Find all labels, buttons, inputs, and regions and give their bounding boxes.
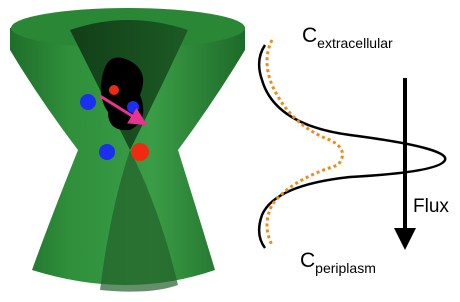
profiles [259,40,445,250]
label-flux: Flux [413,196,449,217]
diagram: Cextracellular Cperiplasm Flux [0,0,460,302]
label-sub: periplasm [315,260,376,276]
label-sub: extracellular [317,35,393,51]
label-extracellular: Cextracellular [302,24,393,51]
label-periplasm: Cperiplasm [300,249,376,276]
channel [10,8,245,292]
label-main: C [300,249,315,272]
label-main: C [302,24,317,47]
